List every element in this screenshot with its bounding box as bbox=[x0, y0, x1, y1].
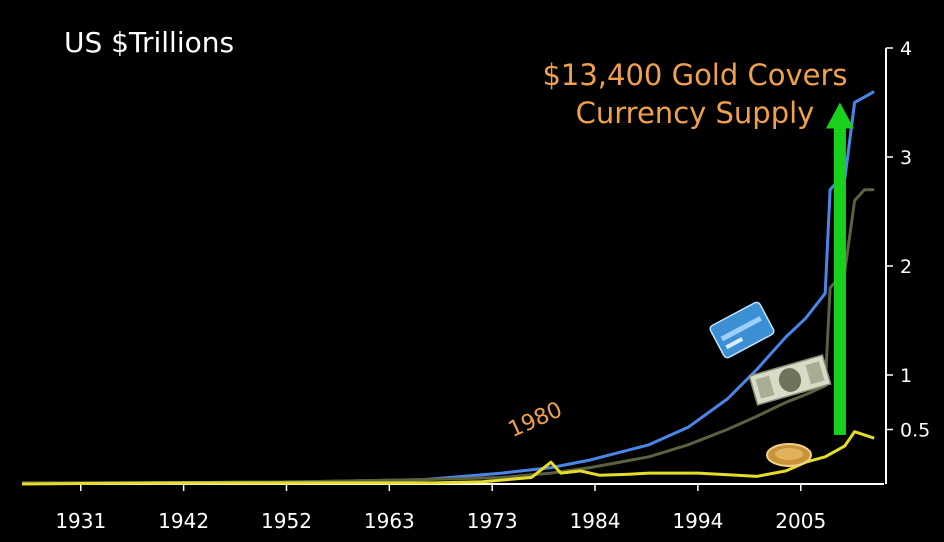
headline-line-1: $13,400 Gold Covers bbox=[542, 58, 848, 92]
y-tick-label: 4 bbox=[900, 38, 912, 60]
headline-annotation: $13,400 Gold Covers Currency Supply bbox=[510, 56, 880, 132]
y-tick-label: 2 bbox=[900, 256, 912, 278]
gold-coin-icon bbox=[766, 443, 812, 467]
x-tick-label: 1973 bbox=[467, 509, 518, 533]
credit-card-icon bbox=[709, 301, 775, 359]
x-tick-label: 1952 bbox=[261, 509, 312, 533]
series-line-1 bbox=[22, 90, 875, 485]
series-line-3 bbox=[21, 430, 875, 486]
x-tick-label: 1963 bbox=[364, 509, 415, 533]
x-tick-label: 1931 bbox=[55, 509, 106, 533]
dollar-bill-icon bbox=[748, 354, 832, 406]
chart-title: US $Trillions bbox=[64, 26, 235, 59]
headline-line-2: Currency Supply bbox=[575, 96, 815, 130]
y-tick-label: 0.5 bbox=[900, 420, 930, 442]
axis-layer: 1931 1942 1952 1963 1973 1984 1994 2005 0.5 1 2 3 4 bbox=[22, 38, 930, 533]
icon-layer bbox=[709, 301, 832, 467]
arrow-head bbox=[825, 102, 854, 129]
x-tick-label: 1984 bbox=[570, 509, 621, 533]
arrow-shaft bbox=[833, 126, 846, 435]
y-tick-label: 1 bbox=[900, 365, 912, 387]
x-tick-label: 2005 bbox=[775, 509, 826, 533]
x-tick-label: 1994 bbox=[672, 509, 723, 533]
y-tick-label: 3 bbox=[900, 147, 912, 169]
series-layer bbox=[21, 90, 875, 486]
x-tick-label: 1942 bbox=[158, 509, 209, 533]
